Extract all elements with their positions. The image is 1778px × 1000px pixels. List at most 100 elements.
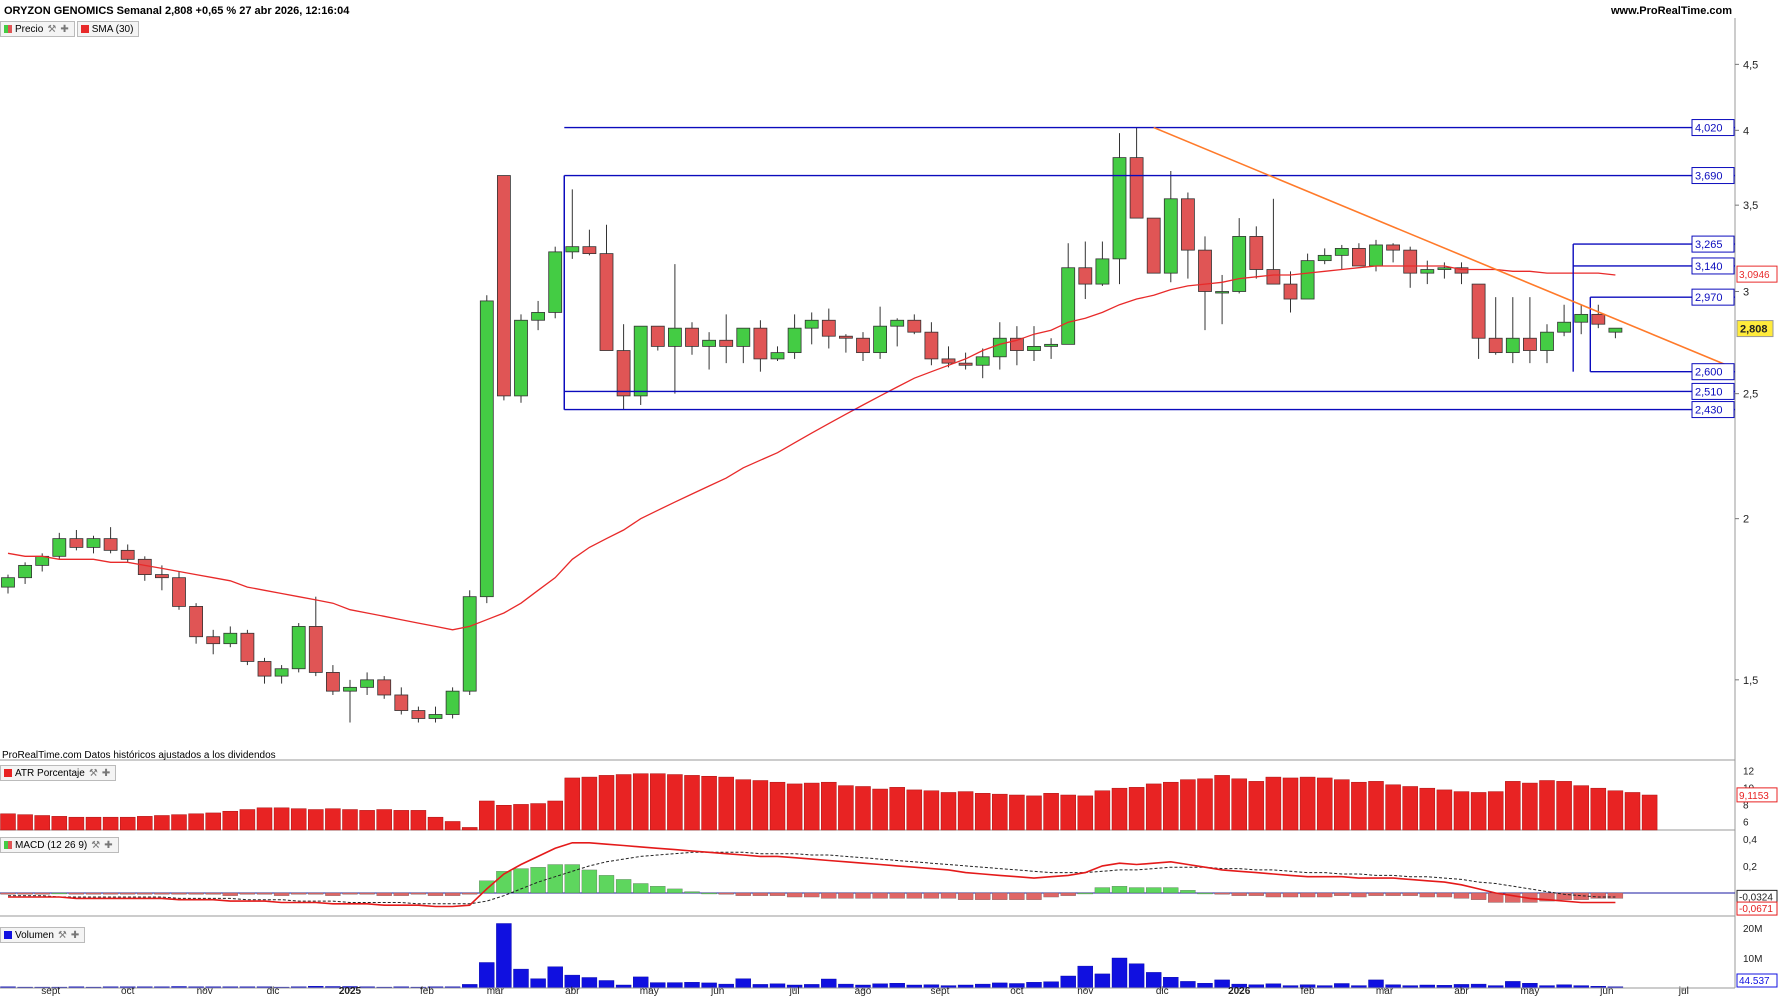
volume-value-box: [1736, 973, 1778, 988]
macd-histogram-bar: [1539, 892, 1555, 902]
candle-body: [1437, 267, 1452, 270]
macd-histogram-bar: [0, 892, 16, 895]
y-tick-label: 4: [1743, 125, 1749, 137]
candle-body: [992, 337, 1007, 358]
candle-body: [137, 558, 152, 575]
atr-tick-label: 6: [1743, 817, 1749, 828]
x-tick-label: sept: [930, 986, 949, 997]
atr-bar: [376, 809, 392, 831]
wrench-icon[interactable]: ⚒: [91, 839, 101, 851]
x-tick-label: may: [640, 986, 659, 997]
level-price-tag: 2,430: [1691, 401, 1735, 419]
candle-body: [1317, 254, 1332, 262]
atr-bar: [957, 791, 974, 831]
volume-panel-label[interactable]: Volumen ⚒ ✚: [0, 927, 86, 943]
atr-bar: [188, 813, 204, 831]
candle-body: [291, 626, 306, 670]
macd-panel-label[interactable]: MACD (12 26 9) ⚒ ✚: [0, 837, 119, 853]
candle-body: [856, 337, 870, 354]
candle-body: [873, 325, 887, 354]
candle-body: [1232, 236, 1247, 292]
candle-body: [719, 339, 734, 347]
atr-bar: [1060, 794, 1076, 831]
candle-body: [274, 668, 289, 677]
atr-bar: [1334, 779, 1350, 831]
level-price-tag: 4,020: [1691, 119, 1735, 137]
volume-bar: [1470, 983, 1487, 989]
volume-bar: [1197, 983, 1213, 989]
atr-panel-label[interactable]: ATR Porcentaje ⚒ ✚: [0, 765, 117, 781]
candle-body: [804, 319, 819, 329]
macd-histogram-bar: [1505, 892, 1521, 903]
atr-bar: [1539, 780, 1555, 831]
atr-swatch-icon: [4, 769, 12, 777]
candle-body: [1386, 244, 1400, 251]
macd-histogram-bar: [564, 864, 580, 894]
macd-histogram-bar: [1573, 892, 1589, 900]
macd-signal-line: [8, 851, 1616, 905]
candle-body: [787, 327, 802, 354]
plus-icon[interactable]: ✚: [60, 23, 69, 35]
macd-histogram-bar: [1351, 892, 1367, 898]
sma-swatch-icon: [80, 25, 89, 33]
wrench-icon[interactable]: ⚒: [57, 929, 67, 941]
macd-histogram-bar: [1385, 892, 1401, 896]
atr-bar: [803, 782, 820, 831]
atr-bar: [205, 812, 221, 831]
macd-histogram-bar: [1197, 892, 1213, 895]
candle-body: [154, 574, 169, 579]
macd-histogram-bar: [479, 880, 495, 894]
atr-bar: [1214, 775, 1230, 831]
macd-histogram-bar: [752, 892, 769, 896]
atr-bar: [290, 808, 307, 831]
candle-body: [1505, 337, 1520, 354]
volume-bar: [1180, 981, 1196, 989]
macd-histogram-bar: [701, 892, 717, 895]
plus-icon[interactable]: ✚: [104, 839, 113, 851]
candle-body: [531, 312, 545, 321]
volume-bar: [821, 978, 837, 989]
macd-histogram-bar: [68, 892, 85, 895]
candle-body: [668, 327, 682, 347]
macd-histogram-bar: [906, 892, 922, 899]
macd-histogram-bar: [821, 892, 837, 899]
atr-bar: [650, 773, 666, 831]
candle-body: [1044, 343, 1058, 347]
candle-body: [257, 661, 272, 677]
last-price-label: 2,808: [1740, 324, 1768, 336]
candle-body: [325, 672, 340, 692]
y-tick-label: 2,5: [1743, 389, 1758, 401]
atr-bar: [496, 805, 512, 831]
macd-histogram-bar: [1060, 892, 1076, 896]
candle-body: [18, 564, 33, 579]
volume-bar: [889, 983, 905, 989]
candle-body: [582, 246, 597, 255]
level-tag-label: 3,690: [1695, 171, 1723, 183]
legend-price[interactable]: Precio ⚒ ✚: [0, 21, 75, 37]
atr-bar: [393, 810, 410, 831]
wrench-icon[interactable]: ⚒: [88, 767, 98, 779]
atr-bar: [256, 807, 273, 831]
sma-value-box: [1736, 265, 1778, 283]
atr-bar: [1163, 781, 1179, 831]
macd-histogram-bar: [735, 892, 751, 896]
legend-sma[interactable]: SMA (30): [76, 21, 140, 37]
macd-histogram-bar: [1026, 892, 1042, 900]
macd-histogram-bar: [1111, 886, 1128, 894]
atr-bar: [222, 810, 239, 831]
macd-value-box: [1736, 901, 1778, 916]
candle-body: [189, 606, 204, 638]
plus-icon[interactable]: ✚: [101, 767, 111, 779]
macd-histogram-bar: [359, 892, 375, 895]
plus-icon[interactable]: ✚: [70, 929, 80, 941]
atr-bar: [0, 813, 16, 831]
macd-histogram-bar: [462, 892, 478, 895]
volume-label: Volumen: [15, 929, 54, 941]
macd-histogram-bar: [1009, 892, 1025, 900]
macd-histogram-bar: [1299, 892, 1316, 898]
macd-tick-label: 0,2: [1743, 862, 1757, 873]
candle-body: [1557, 321, 1571, 333]
wrench-icon[interactable]: ⚒: [47, 23, 57, 35]
volume-bar: [1505, 981, 1521, 989]
